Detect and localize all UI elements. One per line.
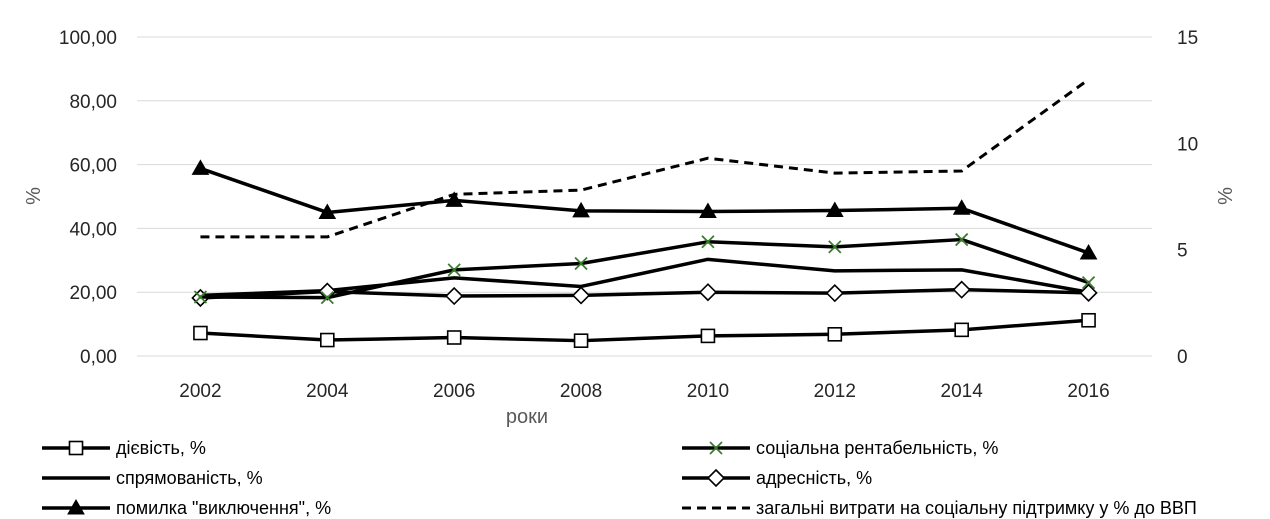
x-marker-stroke xyxy=(955,232,969,247)
legend-marker xyxy=(67,498,85,515)
x-marker-stroke xyxy=(709,441,723,455)
x-marker-stroke xyxy=(574,256,588,271)
y2-tick-label: 15 xyxy=(1177,28,1198,49)
data-point xyxy=(952,280,971,299)
data-point xyxy=(318,203,337,219)
x-tick-label: 2004 xyxy=(306,381,349,402)
x-marker-stroke xyxy=(447,263,461,277)
data-point xyxy=(1079,243,1098,260)
y-axis-ticks: 0,00 20,00 40,00 60,00 80,00 100,00 xyxy=(59,28,117,368)
data-point xyxy=(955,232,969,247)
data-point xyxy=(828,240,842,254)
legend-label: соціальна рентабельність, % xyxy=(756,438,998,458)
x-marker-stroke xyxy=(828,240,842,254)
x-tick-label: 2002 xyxy=(179,381,221,402)
legend-marker xyxy=(709,441,723,455)
x-tick-label: 2014 xyxy=(941,381,984,402)
data-point xyxy=(699,202,717,218)
series-layer xyxy=(191,78,1098,348)
data-point xyxy=(825,284,844,303)
series-4 xyxy=(191,159,1098,260)
data-point xyxy=(446,330,462,345)
x-tick-label: 2010 xyxy=(687,381,729,402)
legend-marker xyxy=(68,440,84,456)
series-3 xyxy=(191,280,1098,308)
data-point xyxy=(1079,283,1098,302)
data-point xyxy=(193,290,208,304)
legend-label: дієвість, % xyxy=(116,438,206,458)
data-point xyxy=(574,256,588,271)
x-tick-label: 2006 xyxy=(433,381,475,402)
y-tick-label: 80,00 xyxy=(69,92,117,113)
legend-item: соціальна рентабельність, % xyxy=(682,438,998,458)
data-point xyxy=(701,235,715,249)
x-axis-title: роки xyxy=(506,406,548,428)
legend-item: загальні витрати на соціальну підтримку … xyxy=(682,498,1197,518)
gridlines xyxy=(137,36,1152,357)
x-tick-label: 2016 xyxy=(1067,381,1109,402)
y2-axis-title: % xyxy=(1215,187,1237,205)
x-marker-stroke xyxy=(320,290,334,305)
y2-tick-label: 5 xyxy=(1177,241,1188,262)
data-point xyxy=(447,263,461,277)
y-tick-label: 0,00 xyxy=(80,347,117,368)
x-marker-stroke xyxy=(1081,275,1096,290)
data-point xyxy=(573,333,589,348)
data-point xyxy=(954,322,969,338)
data-point xyxy=(571,286,591,305)
y-tick-label: 20,00 xyxy=(69,283,117,304)
series-line xyxy=(198,237,1091,300)
legend-item: спрямованість, % xyxy=(42,468,263,488)
data-point xyxy=(698,283,718,302)
legend-marker xyxy=(706,468,726,488)
data-point xyxy=(952,199,971,215)
legend-label: загальні витрати на соціальну підтримку … xyxy=(756,498,1197,518)
series-5 xyxy=(200,78,1090,239)
series-0 xyxy=(193,312,1096,348)
data-point xyxy=(445,286,464,306)
data-point xyxy=(1081,275,1096,290)
series-line xyxy=(198,318,1091,343)
x-marker-stroke xyxy=(701,235,715,249)
data-point xyxy=(191,159,210,175)
y2-axis-ticks: 0 5 10 15 xyxy=(1177,28,1198,368)
x-marker-stroke xyxy=(193,290,208,304)
legend-label: помилка "виключення", % xyxy=(116,498,331,518)
y-tick-label: 100,00 xyxy=(59,28,117,49)
legend-item: дієвість, % xyxy=(42,438,206,458)
legend-label: адресність, % xyxy=(756,468,872,488)
series-line xyxy=(198,166,1091,255)
y2-tick-label: 10 xyxy=(1177,134,1198,155)
y-tick-label: 40,00 xyxy=(69,219,117,240)
data-point xyxy=(320,332,335,348)
series-1 xyxy=(193,232,1096,305)
data-point xyxy=(572,201,590,218)
x-tick-label: 2008 xyxy=(560,381,602,402)
data-point xyxy=(1081,312,1096,328)
data-point xyxy=(825,201,844,218)
legend-label: спрямованість, % xyxy=(116,468,263,488)
data-point xyxy=(827,327,843,342)
series-line xyxy=(200,78,1090,239)
legend-item: адресність, % xyxy=(682,468,872,488)
data-point xyxy=(445,191,464,207)
data-point xyxy=(700,328,716,344)
data-point xyxy=(320,290,334,305)
y-tick-label: 60,00 xyxy=(69,156,117,177)
x-tick-label: 2012 xyxy=(814,381,856,402)
x-axis-ticks: 2002 2004 2006 2008 2010 2012 2014 2016 xyxy=(179,381,1109,402)
y2-tick-label: 0 xyxy=(1177,347,1188,368)
series-line xyxy=(198,257,1091,298)
series-2 xyxy=(198,257,1091,298)
data-point xyxy=(193,325,208,341)
y-axis-title: % xyxy=(23,187,45,205)
legend-item: помилка "виключення", % xyxy=(42,498,331,518)
legend: дієвість, % соціальна рентабельність, % сп… xyxy=(42,438,1197,518)
